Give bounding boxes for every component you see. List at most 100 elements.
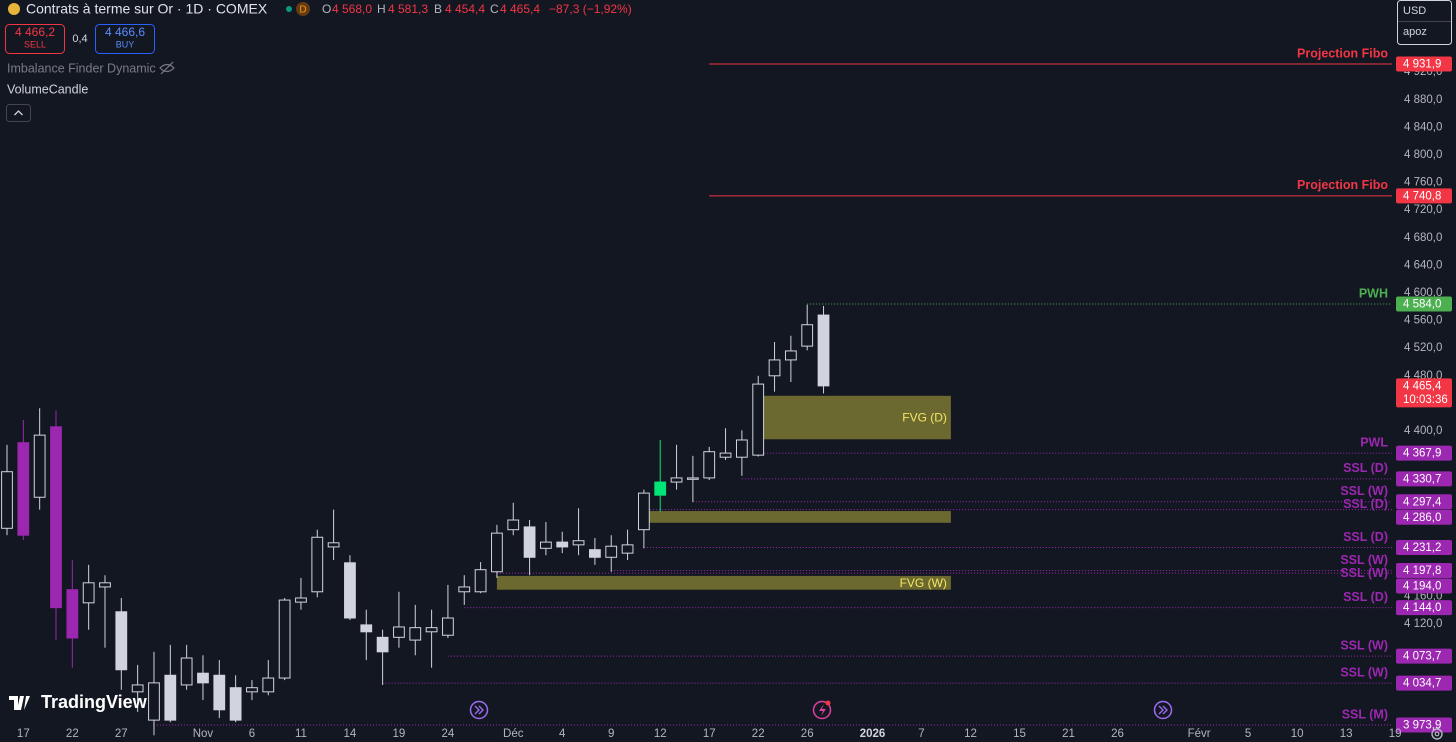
- candle-body: [262, 677, 275, 693]
- level-label: SSL (D): [1343, 497, 1388, 511]
- candle-body: [458, 586, 471, 593]
- level-price: 4 931,9: [1403, 58, 1441, 70]
- candle-body: [589, 549, 601, 558]
- candle-body: [164, 674, 177, 721]
- x-tick-label: 7: [918, 728, 924, 740]
- candle-body: [148, 682, 160, 721]
- candle-body: [425, 627, 438, 633]
- currency-box[interactable]: [1397, 0, 1452, 45]
- candle-body: [817, 314, 830, 387]
- x-tick-label: 2026: [860, 728, 886, 740]
- candle-body: [376, 636, 389, 653]
- level-label: SSL (M): [1342, 707, 1388, 721]
- candle-body: [99, 582, 111, 588]
- ohlc-value: 4 465,4: [500, 2, 540, 16]
- candle-body: [735, 439, 748, 458]
- x-tick-label: 14: [344, 728, 357, 740]
- hidden-eye-icon[interactable]: [159, 61, 175, 75]
- x-tick-label: 22: [66, 728, 79, 740]
- level-price-box: [1396, 188, 1452, 204]
- x-tick-label: 19: [393, 728, 406, 740]
- level-price: 4 367,9: [1403, 448, 1441, 460]
- candle-body: [1, 471, 13, 529]
- ohlc-value: 4 454,4: [445, 2, 485, 16]
- sell-button[interactable]: [5, 24, 65, 54]
- x-tick-label: 12: [654, 728, 667, 740]
- currency: USD: [1403, 5, 1426, 17]
- brand: TradingView: [41, 692, 148, 712]
- level-price: 4 073,7: [1403, 651, 1441, 663]
- level-label: SSL (W): [1340, 638, 1388, 652]
- ohlc-value: 4 581,3: [388, 2, 428, 16]
- candle-body: [540, 541, 552, 549]
- x-tick-label: 17: [703, 728, 716, 740]
- x-tick-label: 19: [1389, 728, 1402, 740]
- candle-body: [556, 541, 569, 548]
- x-tick-label: 24: [442, 728, 455, 740]
- level-price: 4 740,8: [1403, 190, 1441, 202]
- level-price-box: [1396, 471, 1452, 487]
- current-price-box: [1396, 378, 1452, 408]
- y-tick-label: 4 120,0: [1404, 618, 1442, 630]
- level-label: SSL (W): [1340, 553, 1388, 567]
- level-label: Projection Fibo: [1297, 46, 1388, 60]
- x-tick-label: 26: [1111, 728, 1124, 740]
- event-icon[interactable]: [812, 700, 832, 720]
- level-label: SSL (W): [1340, 665, 1388, 679]
- candle-body: [409, 627, 422, 641]
- level-price-box: [1396, 648, 1452, 664]
- fvg-zone: [758, 395, 951, 440]
- indicator-name[interactable]: Imbalance Finder Dynamic: [7, 61, 156, 75]
- candle-body: [703, 451, 716, 479]
- badge: D: [299, 5, 306, 16]
- ohlc-key: B: [434, 2, 442, 16]
- candle-body: [801, 324, 814, 347]
- candle-body: [278, 599, 291, 679]
- y-tick-label: 4 840,0: [1404, 121, 1442, 133]
- level-price-box: [1396, 578, 1452, 594]
- y-tick-label: 4 800,0: [1404, 149, 1442, 161]
- x-tick-label: 12: [964, 728, 977, 740]
- logo[interactable]: TradingView: [9, 692, 148, 712]
- buy-button[interactable]: [95, 24, 155, 54]
- level-price: 4 197,8: [1403, 565, 1441, 577]
- zone-label: FVG (D): [902, 411, 947, 425]
- x-tick-label: 10: [1291, 728, 1304, 740]
- y-tick-label: 4 880,0: [1404, 94, 1442, 106]
- candle-body: [246, 687, 258, 693]
- axis-layer: 4 920,04 880,04 840,04 800,04 760,04 720…: [17, 56, 1452, 740]
- candle-body: [66, 589, 79, 639]
- candle-body: [474, 569, 487, 593]
- x-tick-label: Déc: [503, 728, 524, 740]
- level-price: 4 231,2: [1403, 542, 1441, 554]
- symbol-icon: [8, 3, 20, 15]
- level-price-box: [1396, 539, 1452, 555]
- candle-body: [491, 532, 503, 573]
- x-tick-label: 26: [801, 728, 814, 740]
- candle-body: [605, 545, 618, 558]
- y-tick-label: 4 720,0: [1404, 204, 1442, 216]
- symbol-title[interactable]: Contrats à terme sur Or · 1D · COMEX: [26, 1, 268, 17]
- fvg-zone: [496, 575, 951, 590]
- x-tick-label: 9: [608, 728, 614, 740]
- level-price-box: [1396, 675, 1452, 691]
- settings-icon[interactable]: [1431, 728, 1443, 740]
- y-tick-label: 4 600,0: [1404, 287, 1442, 299]
- indicator-name[interactable]: VolumeCandle: [7, 82, 88, 96]
- collapse-button[interactable]: [6, 104, 31, 122]
- candle-body: [670, 477, 683, 483]
- badge-bg: [296, 2, 310, 16]
- x-tick-label: 11: [295, 728, 307, 740]
- chevron: [14, 110, 23, 116]
- sell-label: SELL: [24, 39, 46, 49]
- jump-icon[interactable]: [1153, 700, 1173, 720]
- jump-icon[interactable]: [469, 700, 489, 720]
- y-tick-label: 4 160,0: [1404, 591, 1442, 603]
- candle-body: [638, 492, 650, 531]
- zone-label: FVG (W): [900, 576, 947, 590]
- candle-body: [295, 597, 307, 603]
- candle-body: [523, 526, 536, 558]
- level-label: SSL (W): [1340, 484, 1388, 498]
